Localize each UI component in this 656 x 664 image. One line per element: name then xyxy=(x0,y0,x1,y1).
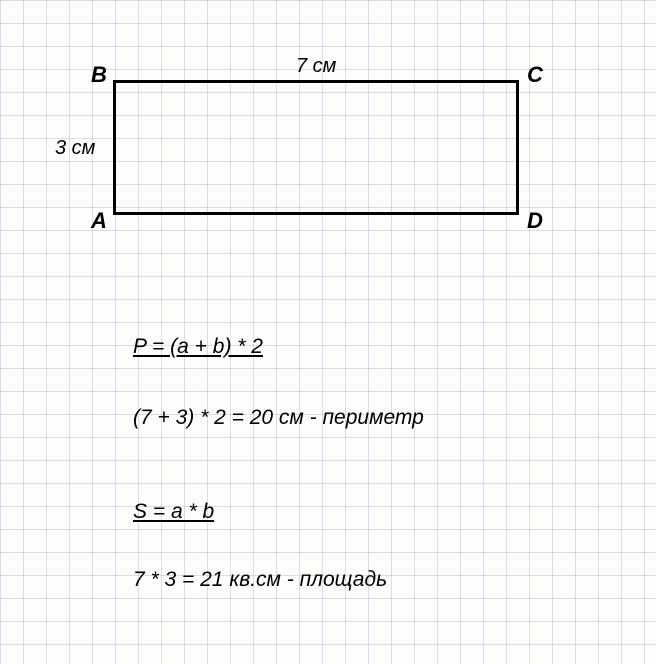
diagram-content: B C A D 7 см 3 см P = (a + b) * 2 (7 + 3… xyxy=(0,0,656,664)
dimension-left: 3 см xyxy=(55,137,95,160)
dimension-top: 7 см xyxy=(296,55,336,78)
area-formula: S = a * b xyxy=(133,500,214,524)
vertex-c: C xyxy=(527,62,543,88)
perimeter-calculation: (7 + 3) * 2 = 20 см - периметр xyxy=(133,406,424,430)
vertex-b: B xyxy=(91,62,107,88)
area-calculation: 7 * 3 = 21 кв.см - площадь xyxy=(133,568,387,592)
perimeter-formula: P = (a + b) * 2 xyxy=(133,335,263,359)
vertex-a: A xyxy=(91,208,107,234)
vertex-d: D xyxy=(527,208,543,234)
rectangle-shape xyxy=(113,80,519,215)
